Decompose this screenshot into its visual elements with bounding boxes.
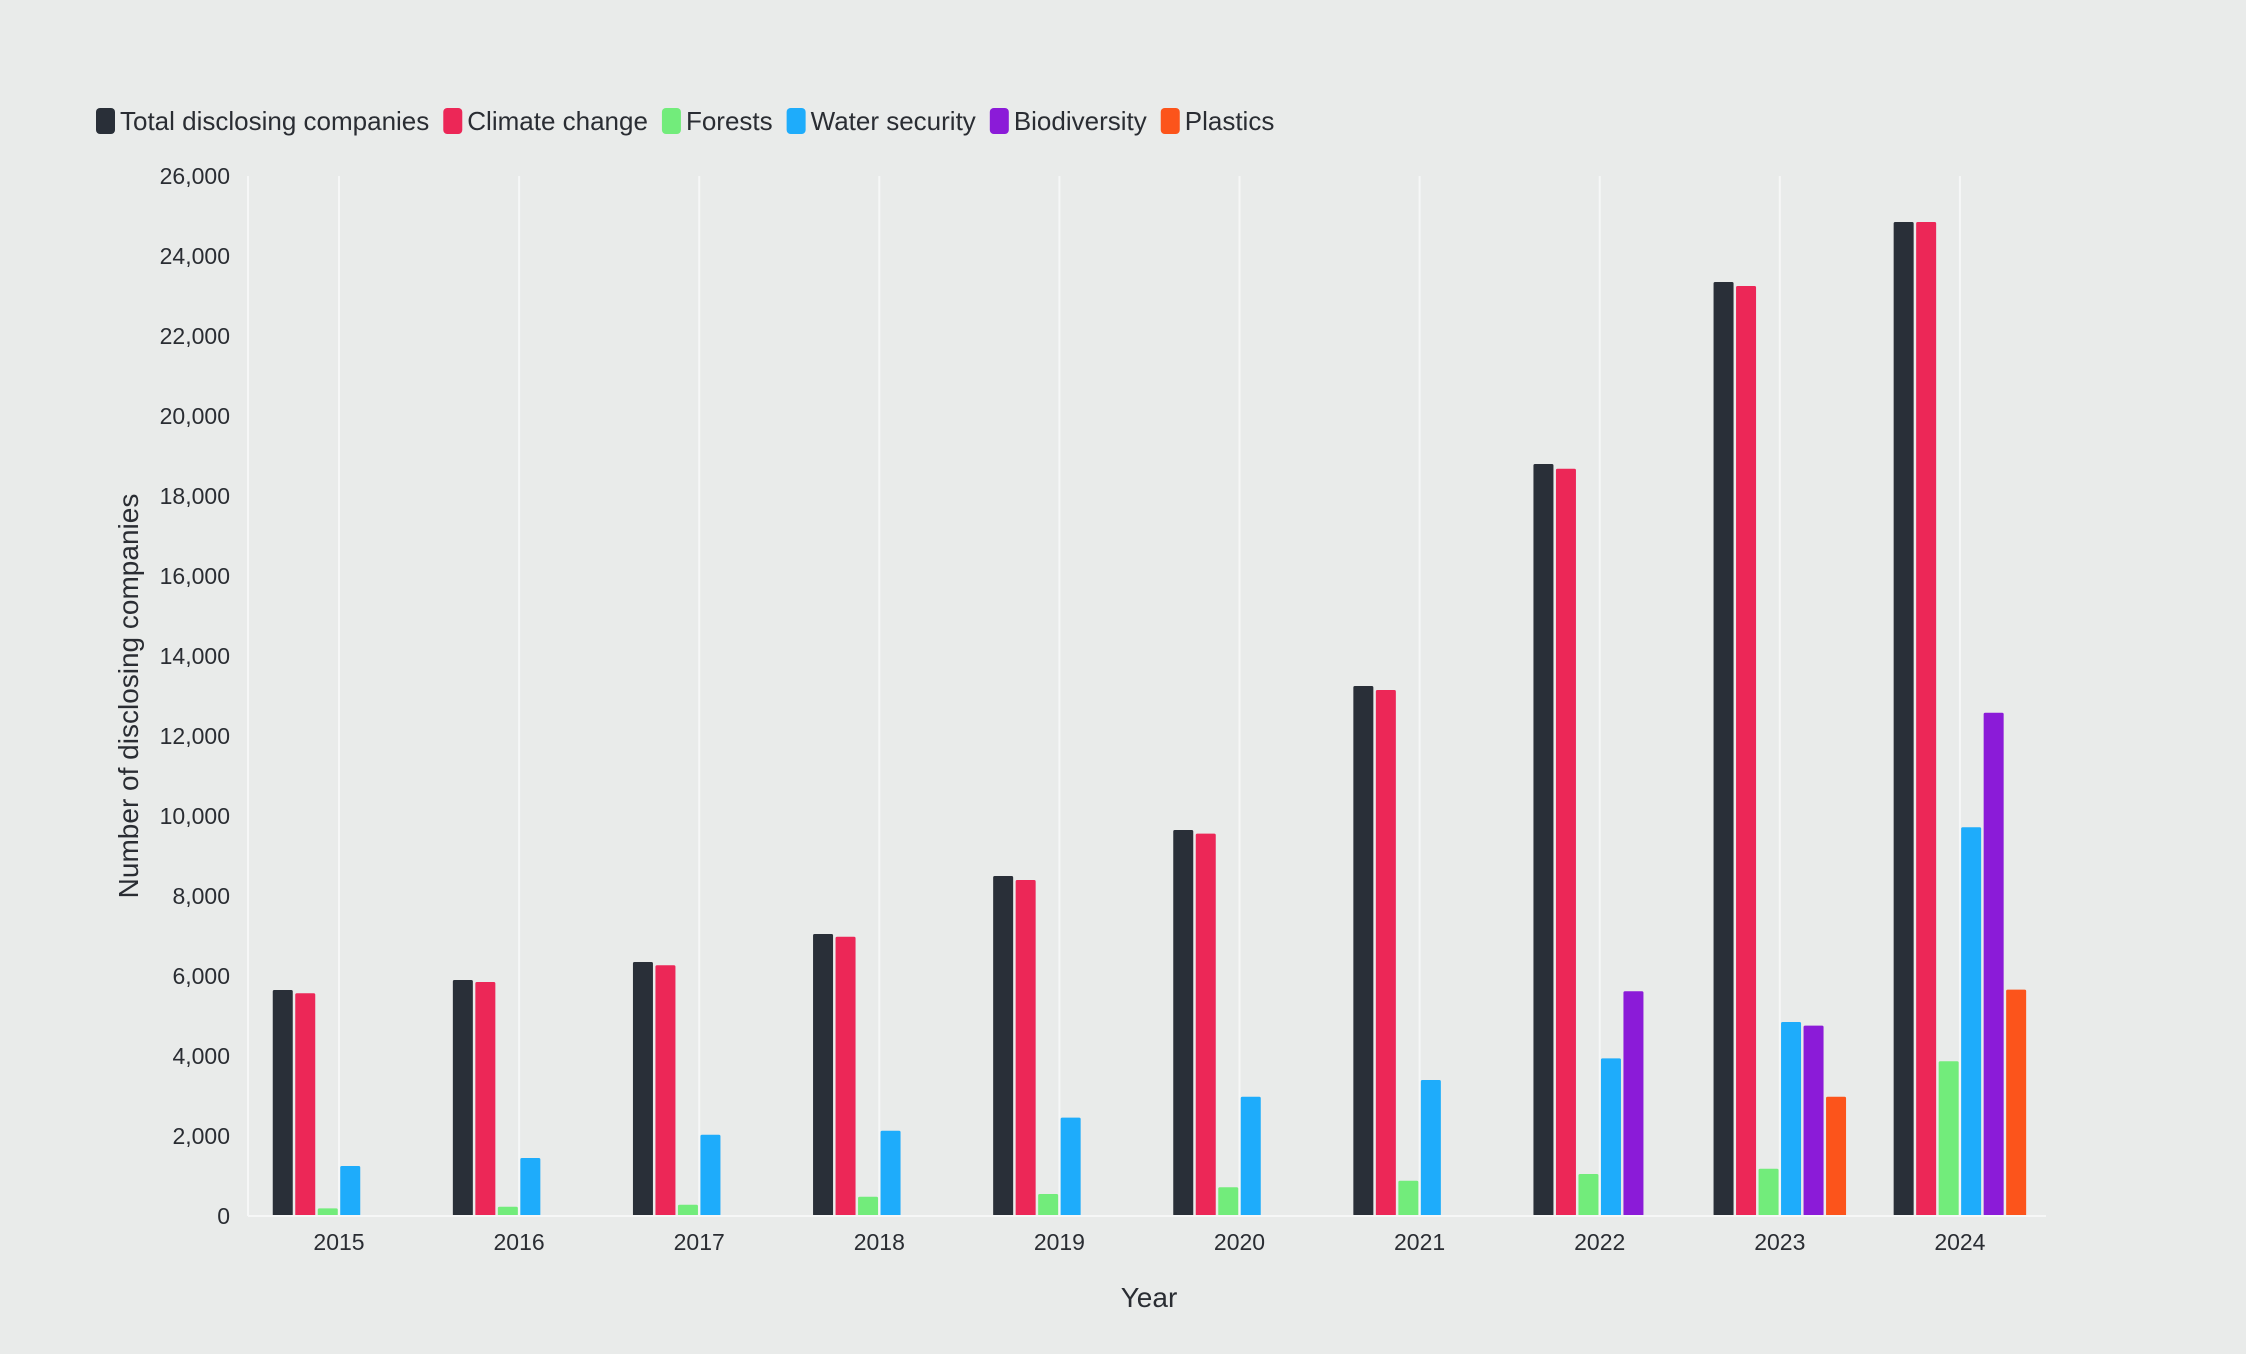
bar-climate-change-2023[interactable] (1736, 286, 1757, 1216)
y-tick-label: 4,000 (172, 1043, 230, 1069)
legend-swatch-water-security (786, 108, 806, 134)
bar-climate-change-2016[interactable] (475, 982, 496, 1216)
legend-swatch-forests (661, 108, 681, 134)
bar-total-disclosing-companies-2023[interactable] (1713, 282, 1734, 1216)
y-tick-label: 2,000 (172, 1123, 230, 1149)
bar-forests-2018[interactable] (858, 1196, 879, 1216)
bar-biodiversity-2023[interactable] (1803, 1025, 1824, 1216)
x-tick-label: 2024 (1934, 1229, 1985, 1255)
y-tick-label: 22,000 (160, 323, 230, 349)
legend-swatch-plastics (1160, 108, 1180, 134)
bar-climate-change-2020[interactable] (1195, 833, 1216, 1216)
bar-forests-2023[interactable] (1758, 1168, 1779, 1216)
bars-layer (272, 222, 2027, 1216)
legend-label-climate-change: Climate change (467, 106, 648, 136)
bar-water-security-2020[interactable] (1240, 1096, 1261, 1216)
bar-climate-change-2017[interactable] (655, 965, 676, 1216)
x-tick-label: 2023 (1754, 1229, 1805, 1255)
y-tick-label: 26,000 (160, 163, 230, 189)
y-axis-title: Number of disclosing companies (113, 494, 144, 899)
legend-item-climate-change[interactable]: Climate change (443, 106, 648, 136)
bar-total-disclosing-companies-2016[interactable] (452, 980, 473, 1216)
y-tick-label: 14,000 (160, 643, 230, 669)
x-tick-label: 2019 (1034, 1229, 1085, 1255)
bar-biodiversity-2022[interactable] (1623, 991, 1644, 1216)
bar-climate-change-2022[interactable] (1555, 468, 1576, 1216)
legend-item-plastics[interactable]: Plastics (1160, 106, 1275, 136)
bar-biodiversity-2024[interactable] (1983, 712, 2004, 1216)
bar-water-security-2015[interactable] (340, 1166, 361, 1216)
legend-swatch-biodiversity (989, 108, 1009, 134)
legend-label-water-security: Water security (811, 106, 976, 136)
bar-total-disclosing-companies-2019[interactable] (993, 876, 1014, 1216)
x-tick-label: 2015 (313, 1229, 364, 1255)
axes-layer: 0 2,000 4,000 6,000 8,000 10,000 12,000 14,000 1… (160, 163, 2046, 1255)
bar-water-security-2017[interactable] (700, 1134, 721, 1216)
legend-label-forests: Forests (686, 106, 773, 136)
bar-plastics-2024[interactable] (2006, 989, 2027, 1216)
bar-climate-change-2019[interactable] (1015, 880, 1036, 1216)
x-tick-label: 2020 (1214, 1229, 1265, 1255)
bar-total-disclosing-companies-2021[interactable] (1353, 686, 1374, 1216)
bar-total-disclosing-companies-2017[interactable] (632, 962, 653, 1216)
bar-total-disclosing-companies-2024[interactable] (1893, 222, 1914, 1216)
x-tick-label: 2016 (494, 1229, 545, 1255)
y-tick-label: 24,000 (160, 243, 230, 269)
legend-label-total-disclosing-companies: Total disclosing companies (120, 106, 429, 136)
legend-item-total-disclosing-companies[interactable]: Total disclosing companies (96, 106, 429, 136)
bar-water-security-2022[interactable] (1600, 1058, 1621, 1216)
x-tick-label: 2022 (1574, 1229, 1625, 1255)
legend-label-plastics: Plastics (1185, 106, 1275, 136)
bar-water-security-2018[interactable] (880, 1130, 901, 1216)
bar-water-security-2024[interactable] (1961, 827, 1982, 1216)
legend-swatch-total-disclosing-companies (96, 108, 115, 134)
legend-swatch-climate-change (443, 108, 463, 134)
y-tick-label: 8,000 (172, 883, 230, 909)
bar-water-security-2023[interactable] (1781, 1022, 1802, 1216)
x-axis-title: Year (1121, 1282, 1178, 1313)
legend-label-biodiversity: Biodiversity (1014, 106, 1147, 136)
y-tick-label: 10,000 (160, 803, 230, 829)
y-tick-label: 0 (217, 1203, 230, 1229)
legend: Total disclosing companies Climate change… (96, 106, 1274, 136)
bar-total-disclosing-companies-2018[interactable] (813, 934, 834, 1216)
bar-forests-2020[interactable] (1218, 1187, 1239, 1216)
x-tick-label: 2021 (1394, 1229, 1445, 1255)
bar-forests-2016[interactable] (497, 1206, 518, 1216)
y-tick-label: 6,000 (172, 963, 230, 989)
x-tick-label: 2018 (854, 1229, 905, 1255)
bar-forests-2021[interactable] (1398, 1180, 1419, 1216)
bar-water-security-2019[interactable] (1060, 1117, 1081, 1216)
bar-climate-change-2021[interactable] (1375, 690, 1396, 1216)
bar-climate-change-2018[interactable] (835, 936, 856, 1216)
legend-item-water-security[interactable]: Water security (786, 106, 976, 136)
bar-forests-2022[interactable] (1578, 1174, 1599, 1216)
y-tick-label: 20,000 (160, 403, 230, 429)
bar-water-security-2016[interactable] (520, 1158, 541, 1216)
x-tick-label: 2017 (674, 1229, 725, 1255)
y-tick-label: 18,000 (160, 483, 230, 509)
legend-item-biodiversity[interactable]: Biodiversity (989, 106, 1147, 136)
y-tick-label: 16,000 (160, 563, 230, 589)
bar-total-disclosing-companies-2015[interactable] (272, 990, 293, 1216)
bar-plastics-2023[interactable] (1826, 1096, 1847, 1216)
bar-climate-change-2015[interactable] (295, 993, 316, 1216)
legend-item-forests[interactable]: Forests (661, 106, 773, 136)
bar-total-disclosing-companies-2022[interactable] (1533, 464, 1554, 1216)
bar-climate-change-2024[interactable] (1916, 222, 1937, 1216)
bar-total-disclosing-companies-2020[interactable] (1173, 830, 1194, 1216)
bar-forests-2024[interactable] (1938, 1061, 1959, 1216)
grid-layer (338, 176, 1961, 1216)
bar-forests-2019[interactable] (1038, 1194, 1059, 1216)
bar-forests-2017[interactable] (677, 1204, 698, 1216)
bar-forests-2015[interactable] (317, 1208, 338, 1216)
bar-water-security-2021[interactable] (1420, 1080, 1441, 1216)
y-tick-label: 12,000 (160, 723, 230, 749)
